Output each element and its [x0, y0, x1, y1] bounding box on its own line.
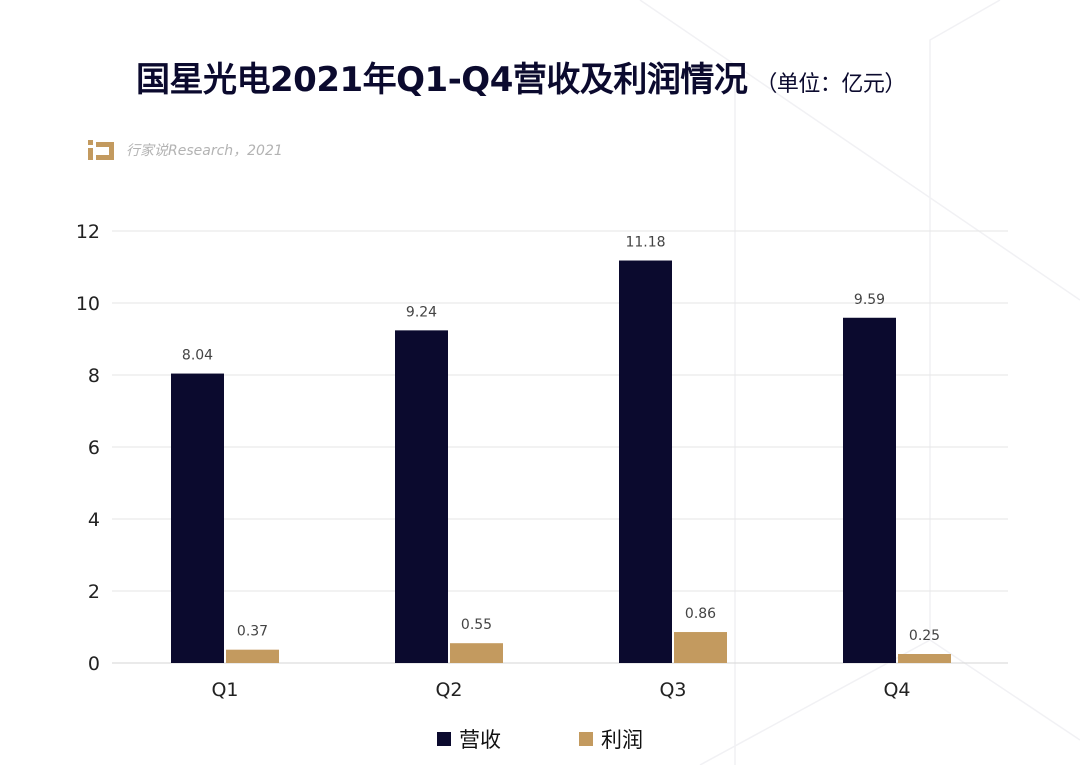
bar-revenue-q4 — [843, 317, 896, 663]
source-attribution: 行家说Research，2021 — [88, 138, 283, 162]
y-axis-ticks: 0 2 4 6 8 10 12 — [76, 221, 100, 675]
y-tick-label: 6 — [88, 437, 100, 459]
bar-revenue-q1 — [171, 373, 224, 663]
value-label-revenue-q3: 11.18 — [625, 235, 665, 251]
chart-title-main: 国星光电2021年Q1-Q4营收及利润情况 — [136, 60, 748, 100]
legend-label-profit: 利润 — [601, 728, 643, 752]
y-tick-label: 10 — [76, 293, 100, 315]
value-labels: 8.04 0.37 9.24 0.55 11.18 0.86 9.59 0.25 — [182, 235, 940, 644]
x-tick-label: Q1 — [211, 679, 238, 701]
legend: 营收 利润 — [0, 724, 1080, 754]
bar-profit-q2 — [450, 643, 503, 663]
value-label-revenue-q1: 8.04 — [182, 348, 213, 364]
legend-item-profit: 利润 — [579, 724, 643, 754]
x-axis-ticks: Q1 Q2 Q3 Q4 — [211, 679, 910, 701]
y-tick-label: 12 — [76, 221, 100, 243]
chart-title-unit: （单位：亿元） — [755, 72, 906, 97]
y-tick-label: 0 — [88, 653, 100, 675]
value-label-profit-q4: 0.25 — [909, 628, 940, 644]
bar-profit-q4 — [898, 654, 951, 663]
ix-logo-icon — [88, 140, 114, 160]
source-text: 行家说Research，2021 — [126, 143, 283, 159]
y-tick-label: 4 — [88, 509, 100, 531]
bar-profit-q1 — [226, 649, 279, 663]
value-label-profit-q2: 0.55 — [461, 617, 492, 633]
bar-revenue-q3 — [619, 260, 672, 663]
value-label-profit-q1: 0.37 — [237, 624, 268, 640]
y-tick-label: 2 — [88, 581, 100, 603]
value-label-profit-q3: 0.86 — [685, 606, 716, 622]
bar-revenue-q2 — [395, 330, 448, 663]
chart-title: 国星光电2021年Q1-Q4营收及利润情况 （单位：亿元） — [136, 52, 906, 101]
y-tick-label: 8 — [88, 365, 100, 387]
legend-item-revenue: 营收 — [437, 724, 501, 754]
value-label-revenue-q2: 9.24 — [406, 304, 437, 320]
value-label-revenue-q4: 9.59 — [854, 292, 885, 308]
legend-label-revenue: 营收 — [459, 728, 501, 752]
bar-profit-q3 — [674, 632, 727, 663]
x-tick-label: Q4 — [883, 679, 910, 701]
x-tick-label: Q3 — [659, 679, 686, 701]
bars — [171, 260, 951, 663]
x-tick-label: Q2 — [435, 679, 462, 701]
legend-swatch-profit — [579, 732, 593, 746]
legend-swatch-revenue — [437, 732, 451, 746]
